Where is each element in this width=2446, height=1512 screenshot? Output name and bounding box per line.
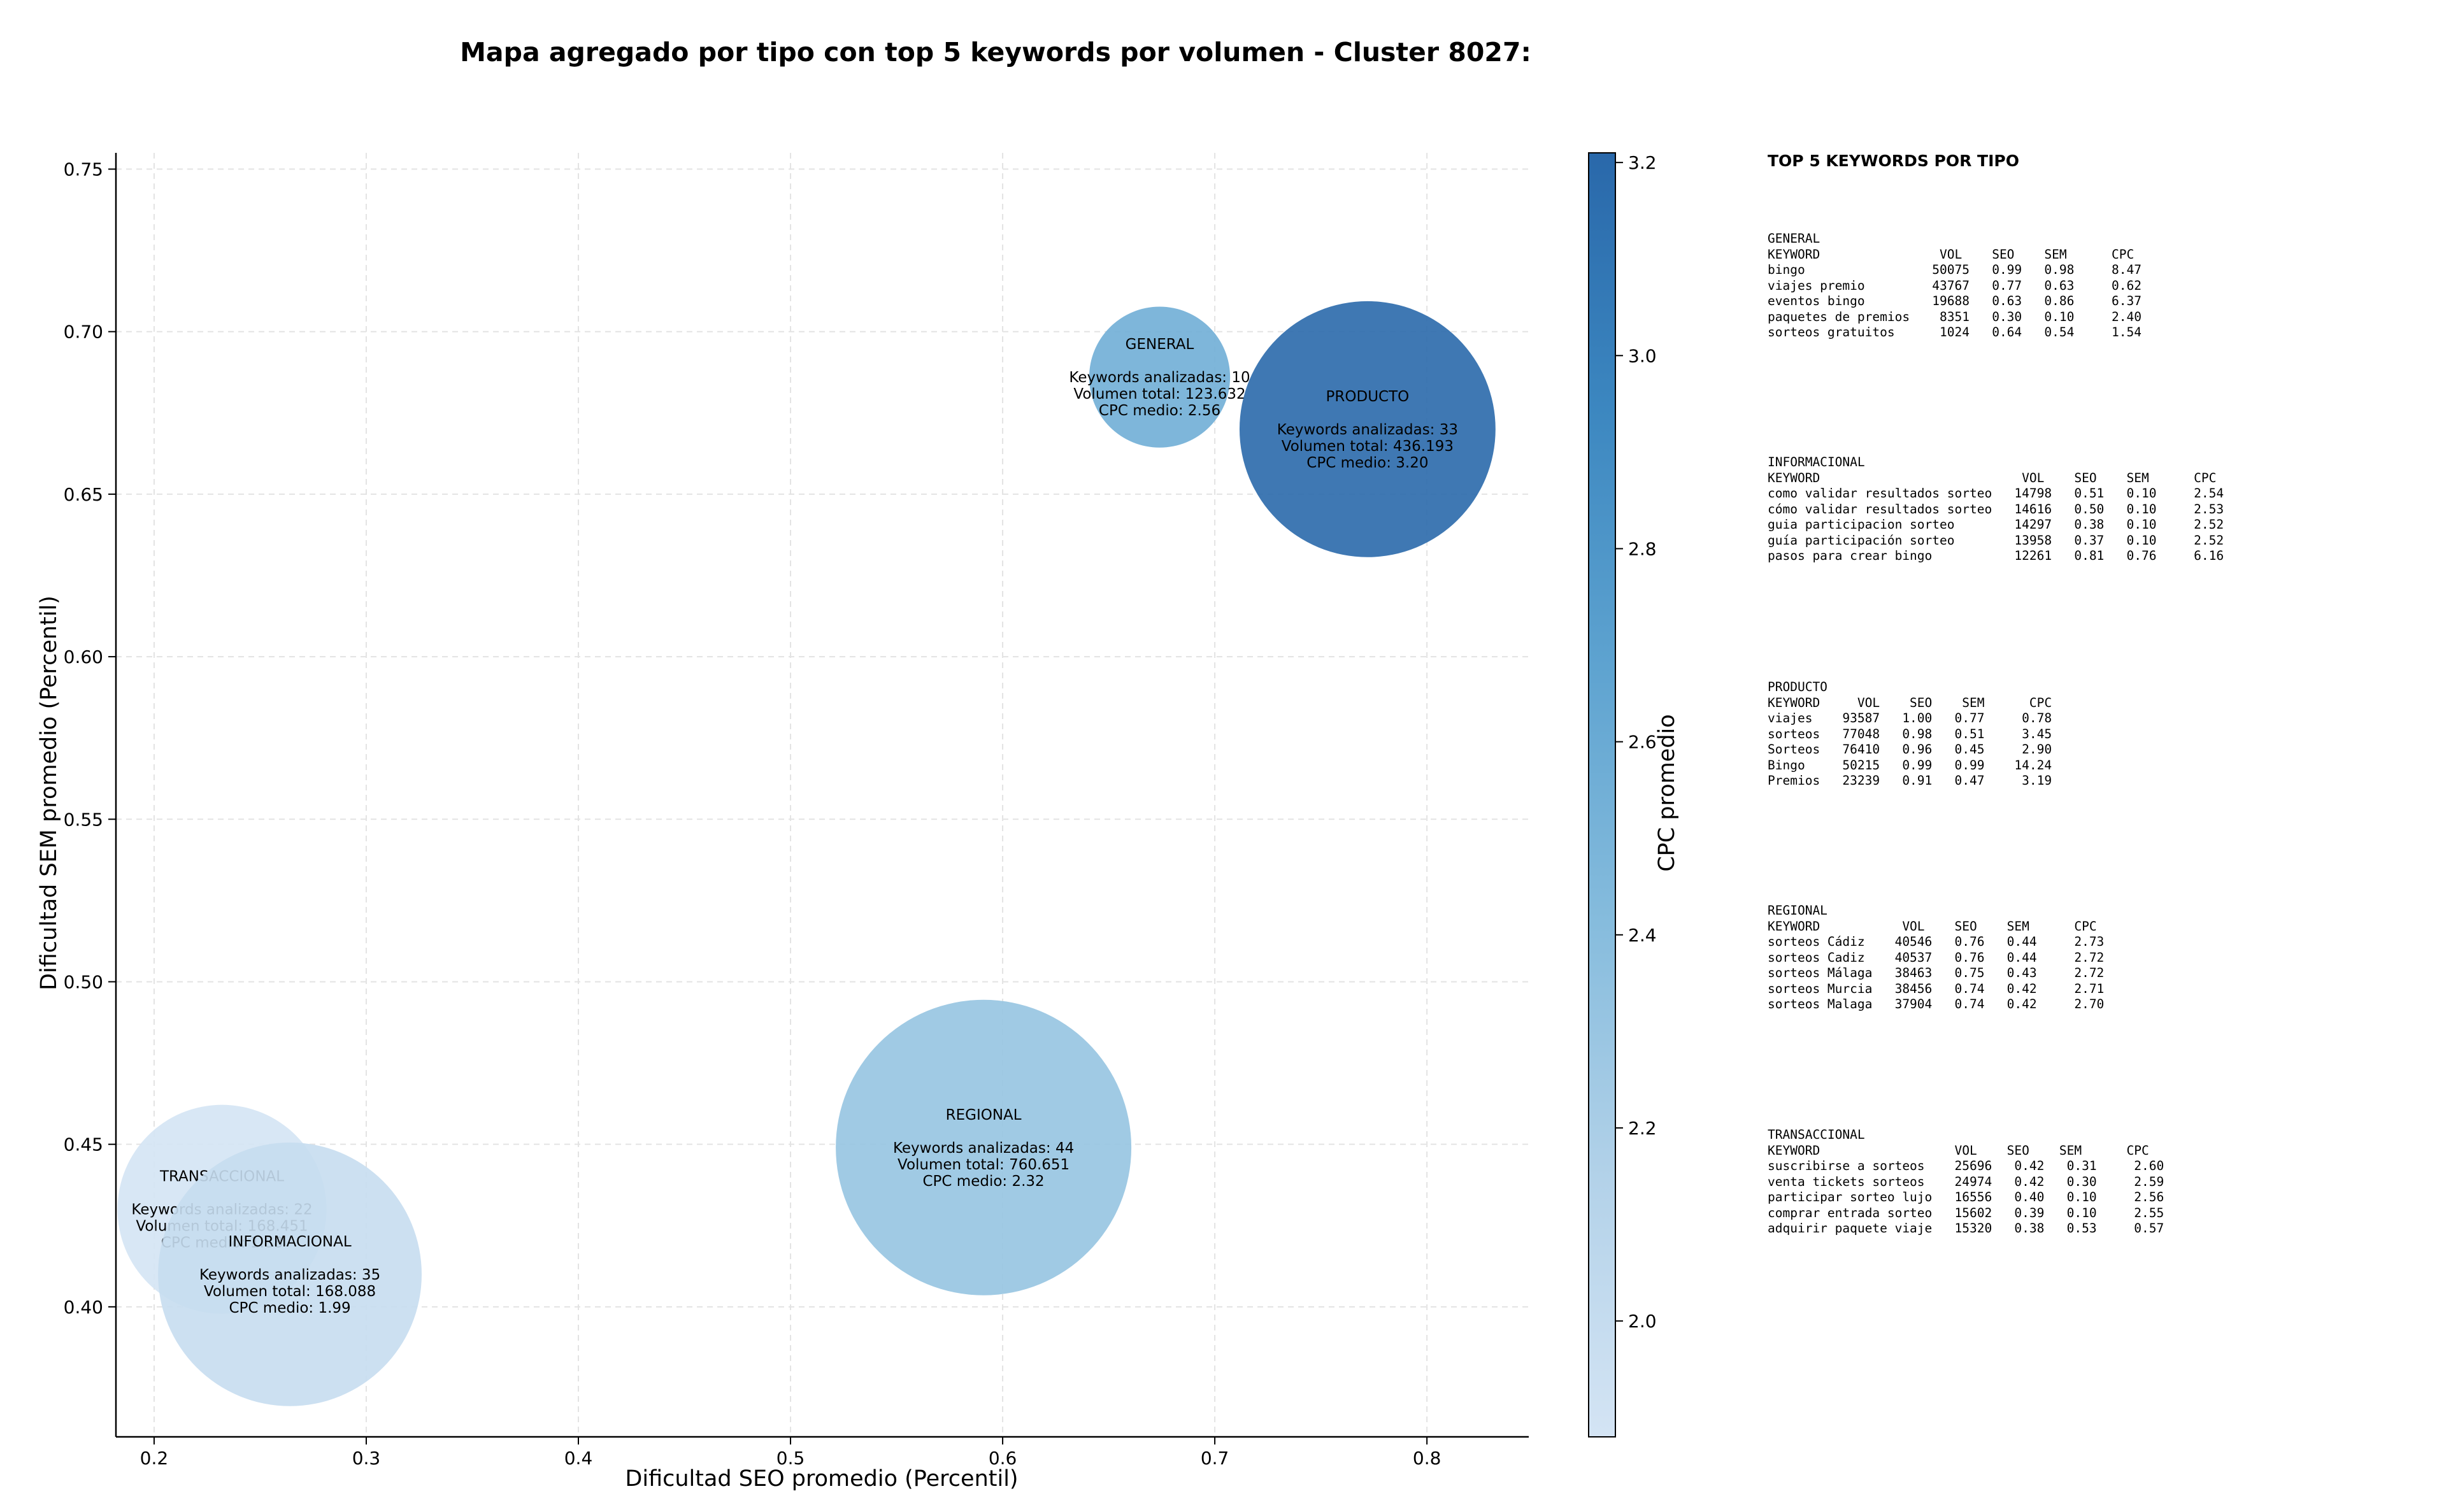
- bubble-label: INFORMACIONAL: [228, 1234, 351, 1250]
- bubble-annotation: CPC medio: 1.99: [229, 1300, 350, 1316]
- chart-title: Mapa agregado por tipo con top 5 keyword…: [460, 37, 1531, 68]
- y-tick-label: 0.40: [64, 1297, 103, 1318]
- x-tick-label: 0.2: [140, 1448, 169, 1469]
- bubble-annotation: CPC medio: 2.32: [923, 1173, 1045, 1190]
- keyword-table-row: sorteos Malaga 37904 0.74 0.42 2.70: [1768, 997, 2105, 1011]
- panel-title: TOP 5 KEYWORDS POR TIPO: [1768, 152, 2019, 170]
- keyword-table-row: adquirir paquete viaje 15320 0.38 0.53 0…: [1768, 1221, 2164, 1236]
- keyword-table-header: KEYWORD VOL SEO SEM CPC: [1768, 695, 2052, 710]
- y-tick-label: 0.45: [64, 1134, 103, 1155]
- bubble-annotation: Volumen total: 436.193: [1282, 438, 1454, 455]
- bubble-annotation: Keywords analizadas: 10: [1069, 369, 1250, 386]
- bubble: [158, 1142, 422, 1406]
- colorbar-tick-label: 3.0: [1628, 345, 1657, 366]
- y-axis-label: Dificultad SEM promedio (Percentil): [36, 596, 62, 990]
- keyword-table-informacional: INFORMACIONAL KEYWORD VOL SEO SEM CPC como…: [1768, 455, 2224, 564]
- keyword-table-type: TRANSACCIONAL: [1768, 1127, 1865, 1142]
- y-tick-label: 0.75: [64, 159, 103, 180]
- keyword-table-type: GENERAL: [1768, 231, 1820, 246]
- bubble-annotation: Volumen total: 123.632: [1073, 386, 1245, 403]
- colorbar-bar: [1588, 152, 1616, 1437]
- keyword-table-transaccional: TRANSACCIONAL KEYWORD VOL SEO SEM CPC susc…: [1768, 1127, 2164, 1237]
- bubble-annotation: Keywords analizadas: 35: [199, 1267, 380, 1283]
- keyword-table-row: eventos bingo 19688 0.63 0.86 6.37: [1768, 294, 2142, 308]
- keyword-table-row: Premios 23239 0.91 0.47 3.19: [1768, 773, 2052, 788]
- keyword-table-row: suscribirse a sorteos 25696 0.42 0.31 2.…: [1768, 1159, 2164, 1173]
- colorbar-tick-label: 2.0: [1628, 1311, 1657, 1332]
- keyword-table-row: guía participación sorteo 13958 0.37 0.1…: [1768, 532, 2224, 548]
- keyword-table-header: KEYWORD VOL SEO SEM CPC: [1768, 246, 2135, 262]
- y-tick-label: 0.70: [64, 322, 103, 343]
- keyword-table-header: KEYWORD VOL SEO SEM CPC: [1768, 470, 2217, 485]
- x-tick-label: 0.3: [352, 1448, 381, 1469]
- colorbar-label: CPC promedio: [1654, 714, 1680, 871]
- keyword-table-row: Bingo 50215 0.99 0.99 14.24: [1768, 757, 2052, 773]
- y-tick-label: 0.65: [64, 484, 103, 505]
- keyword-table-row: sorteos Murcia 38456 0.74 0.42 2.71: [1768, 981, 2105, 996]
- colorbar-tick-label: 2.8: [1628, 538, 1657, 559]
- keyword-table-type: PRODUCTO: [1768, 680, 1827, 694]
- bubble-annotation: Volumen total: 168.088: [204, 1283, 376, 1300]
- y-tick-label: 0.60: [64, 646, 103, 667]
- colorbar-tick-label: 3.2: [1628, 152, 1657, 173]
- colorbar-tick-label: 2.2: [1628, 1118, 1657, 1139]
- bubble-annotation: Volumen total: 760.651: [898, 1157, 1069, 1173]
- bubble-annotation: CPC medio: 2.56: [1099, 403, 1220, 419]
- keyword-table-row: bingo 50075 0.99 0.98 8.47: [1768, 262, 2142, 277]
- x-tick-label: 0.8: [1413, 1448, 1441, 1469]
- keyword-table-row: sorteos Cádiz 40546 0.76 0.44 2.73: [1768, 934, 2105, 949]
- bubble: [1089, 306, 1231, 448]
- axes: 0.2 0.3 0.4 0.5 0.6 0.7 0.8 0.40 0.45 0.50 0.55 0.6…: [64, 153, 1529, 1469]
- x-tick-label: 0.7: [1201, 1448, 1229, 1469]
- keyword-table-row: sorteos 77048 0.98 0.51 3.45: [1768, 726, 2052, 741]
- bubble: [1239, 301, 1496, 557]
- keyword-table-row: sorteos Cadiz 40537 0.76 0.44 2.72: [1768, 950, 2105, 965]
- keyword-table-row: cómo validar resultados sorteo 14616 0.5…: [1768, 501, 2224, 517]
- keyword-table-producto: PRODUCTO KEYWORD VOL SEO SEM CPC viajes 93…: [1768, 680, 2052, 789]
- keyword-table-row: paquetes de premios 8351 0.30 0.10 2.40: [1768, 309, 2142, 324]
- y-tick-label: 0.50: [64, 971, 103, 992]
- x-tick-label: 0.5: [776, 1448, 805, 1469]
- x-tick-label: 0.6: [989, 1448, 1017, 1469]
- bubble-annotation: CPC medio: 3.20: [1306, 455, 1428, 471]
- bubble: [836, 999, 1132, 1295]
- keyword-table-row: sorteos gratuitos 1024 0.64 0.54 1.54: [1768, 325, 2142, 339]
- x-axis-label: Dificultad SEO promedio (Percentil): [625, 1466, 1018, 1492]
- keyword-table-row: sorteos Málaga 38463 0.75 0.43 2.72: [1768, 966, 2105, 980]
- y-tick-label: 0.55: [64, 809, 103, 830]
- keyword-table-row: venta tickets sorteos 24974 0.42 0.30 2.…: [1768, 1174, 2164, 1189]
- bubble-label: GENERAL: [1126, 336, 1194, 353]
- keyword-table-type: INFORMACIONAL: [1768, 455, 1865, 469]
- keyword-table-row: viajes 93587 1.00 0.77 0.78: [1768, 711, 2052, 725]
- bubble-annotation: Keywords analizadas: 44: [893, 1140, 1074, 1157]
- colorbar: 2.0 2.2 2.4 2.6 2.8 3.0 3.2: [1588, 152, 1657, 1437]
- keyword-table-type: REGIONAL: [1768, 903, 1827, 918]
- keyword-table-row: pasos para crear bingo 12261 0.81 0.76 6…: [1768, 548, 2224, 563]
- keyword-table-header: KEYWORD VOL SEO SEM CPC: [1768, 1143, 2149, 1158]
- bubble-label: PRODUCTO: [1326, 389, 1410, 405]
- keyword-table-general: GENERAL KEYWORD VOL SEO SEM CPC bingo 5007…: [1768, 231, 2142, 341]
- colorbar-tick-label: 2.4: [1628, 925, 1657, 946]
- keyword-table-row: como validar resultados sorteo 14798 0.5…: [1768, 486, 2224, 501]
- bubble-label: REGIONAL: [946, 1107, 1022, 1123]
- bubble-annotation: Keywords analizadas: 33: [1277, 422, 1458, 438]
- keyword-table-row: participar sorteo lujo 16556 0.40 0.10 2…: [1768, 1190, 2164, 1204]
- bubbles: TRANSACCIONALKeywords analizadas: 22Volu…: [117, 301, 1496, 1406]
- keyword-table-row: Sorteos 76410 0.96 0.45 2.90: [1768, 742, 2052, 757]
- keyword-table-row: viajes premio 43767 0.77 0.63 0.62: [1768, 278, 2142, 293]
- keyword-table-header: KEYWORD VOL SEO SEM CPC: [1768, 918, 2097, 934]
- x-tick-label: 0.4: [564, 1448, 593, 1469]
- keyword-table-row: guia participacion sorteo 14297 0.38 0.1…: [1768, 517, 2224, 532]
- keyword-table-regional: REGIONAL KEYWORD VOL SEO SEM CPC sorteos C…: [1768, 903, 2104, 1013]
- colorbar-tick-label: 2.6: [1628, 732, 1657, 753]
- keyword-table-row: comprar entrada sorteo 15602 0.39 0.10 2…: [1768, 1205, 2164, 1220]
